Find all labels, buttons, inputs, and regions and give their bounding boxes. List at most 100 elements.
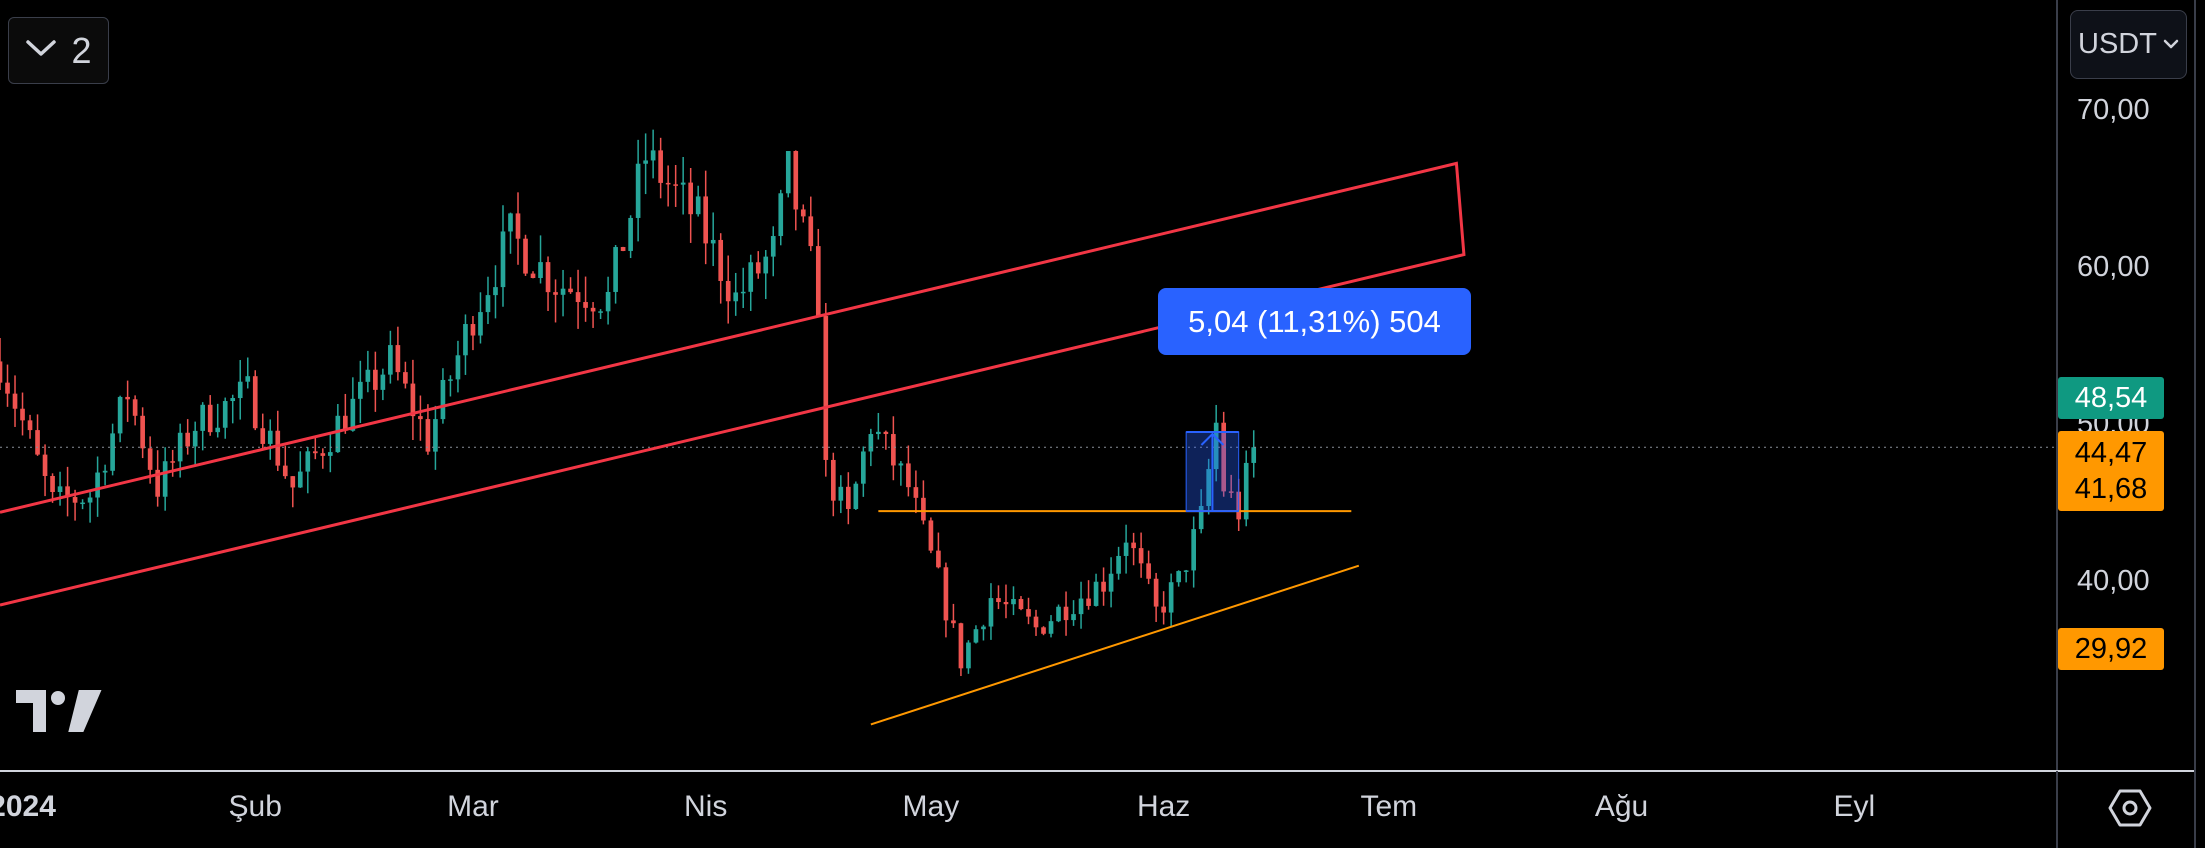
candlestick-series [0, 129, 1257, 677]
candle-body [455, 355, 461, 380]
candle-body [1221, 422, 1227, 492]
candle-body [1138, 548, 1144, 564]
collapse-indicators-button[interactable]: 2 [8, 17, 109, 84]
time-label: Tem [1360, 790, 1418, 823]
candle-body [245, 376, 251, 382]
candle-body [0, 361, 3, 383]
candle-body [703, 196, 709, 244]
drawings-layer [0, 161, 1466, 726]
chart-settings-icon[interactable] [2108, 788, 2152, 828]
candle-body [740, 291, 746, 294]
candle-body [418, 416, 423, 420]
candle-body [718, 239, 724, 281]
candle-body [643, 160, 648, 164]
channel-outline[interactable] [0, 161, 1466, 607]
candle-body [440, 379, 446, 420]
time-label: Nis [684, 790, 728, 823]
candle-body [1086, 598, 1091, 606]
candle-body [1213, 422, 1219, 470]
candle-body [380, 374, 386, 390]
candle-body [343, 415, 348, 431]
candle-body [853, 483, 859, 509]
currency-select[interactable]: USDT [2070, 10, 2187, 79]
candle-body [1176, 571, 1181, 583]
candle-body [1191, 529, 1196, 571]
candle-body [327, 452, 333, 456]
candle-body [95, 472, 100, 498]
candle-body [433, 419, 438, 452]
candle-body [1251, 447, 1257, 463]
candle-body [793, 151, 799, 210]
candle-body [951, 620, 956, 624]
candle-body [478, 312, 483, 336]
candle-body [988, 598, 994, 627]
price-tick: 70,00 [2077, 94, 2150, 126]
candle-body [252, 376, 258, 429]
candle-body [275, 430, 281, 466]
candle-body [470, 324, 476, 336]
candle-body [635, 163, 641, 218]
candle-body [140, 415, 145, 449]
candle-body [1033, 616, 1039, 628]
candle-body [1168, 582, 1174, 613]
candle-body [515, 213, 521, 239]
candle-body [463, 324, 468, 356]
price-range-arrowhead[interactable] [1200, 432, 1225, 446]
time-label: Haz [1136, 790, 1191, 823]
candle-body [1101, 581, 1106, 592]
candle-body [102, 470, 108, 473]
candle-body [260, 428, 266, 444]
candle-body [1003, 602, 1009, 605]
candle-body [155, 469, 160, 497]
candle-body [395, 345, 401, 373]
low-price-badge: 29,92 [2058, 628, 2164, 670]
measure-label: 5,04 (11,31%) 504 [1158, 288, 1471, 355]
candle-body [125, 396, 130, 400]
candle-body [981, 626, 986, 630]
candle-body [845, 486, 851, 509]
candle-body [192, 430, 198, 447]
candle-body [50, 475, 55, 493]
candle-body [1026, 609, 1031, 617]
candle-body [65, 486, 70, 498]
candle-body [800, 209, 806, 217]
candle-body [755, 262, 761, 274]
candle-body [1123, 542, 1129, 556]
candle-body [222, 401, 228, 428]
time-label: Eyl [1833, 790, 1876, 823]
candle-body [500, 231, 506, 288]
currency-label: USDT [2078, 28, 2157, 60]
candle-body [1206, 469, 1212, 506]
candle-body [1056, 606, 1061, 622]
candle-body [523, 238, 528, 274]
candle-body [598, 311, 603, 313]
candle-body [485, 295, 491, 313]
candle-body [568, 288, 573, 293]
candle-body [297, 471, 303, 488]
candle-body [913, 487, 919, 498]
candle-body [35, 430, 40, 455]
candle-body [230, 398, 236, 402]
candle-body [973, 629, 979, 643]
support-trendline[interactable] [870, 564, 1360, 726]
candle-body [898, 463, 904, 466]
candle-body [5, 382, 10, 394]
candle-body [1071, 614, 1076, 621]
candle-body [530, 273, 536, 278]
price-tick: 40,00 [2077, 565, 2150, 598]
candle-body [87, 497, 93, 503]
candle-body [1011, 599, 1016, 605]
candle-body [733, 292, 739, 302]
candle-body [770, 236, 776, 257]
indicator-count: 2 [71, 29, 92, 71]
candle-body [365, 369, 371, 382]
candle-body [538, 262, 543, 278]
candle-body [785, 151, 791, 194]
candle-body [1146, 563, 1151, 579]
chevron-down-icon [2163, 36, 2179, 54]
candle-body [388, 345, 393, 375]
candle-body [560, 288, 566, 295]
candle-body [658, 150, 663, 183]
